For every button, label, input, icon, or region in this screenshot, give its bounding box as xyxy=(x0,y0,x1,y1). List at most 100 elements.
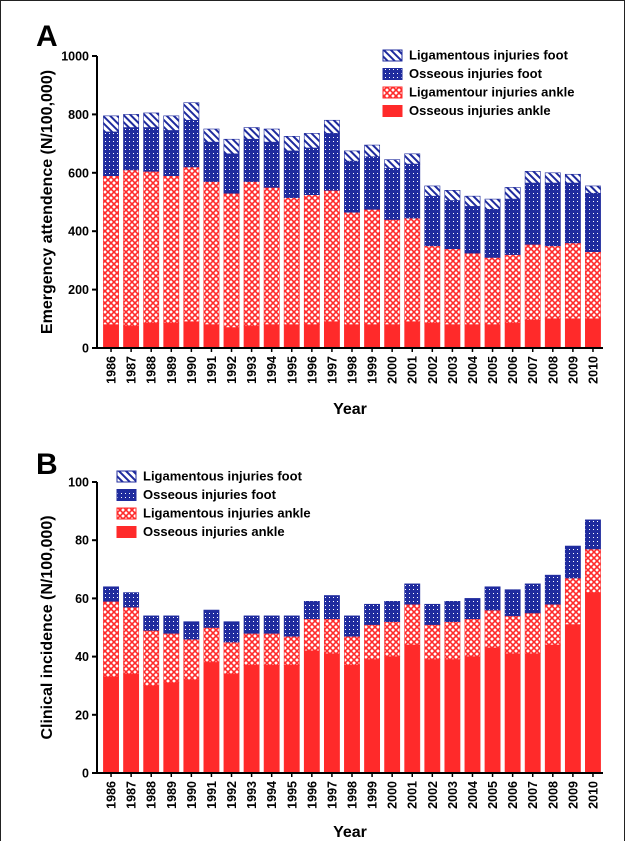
x-tick-label: 1998 xyxy=(346,781,360,809)
x-tick-label: 2010 xyxy=(586,781,600,809)
bar-ligamentous-foot-2003 xyxy=(444,190,461,201)
y-axis-title: Clinical incidence (N/100,000) xyxy=(39,515,56,739)
bar-osseous-ankle-1999 xyxy=(364,324,381,349)
bar-ligamentous-foot-1998 xyxy=(344,150,360,162)
legend-label-osseous-ankle: Osseous injuries ankle xyxy=(409,103,551,118)
x-tick-label: 2002 xyxy=(426,356,440,384)
legend-label-ligamentous-ankle: Ligamentous injuries ankle xyxy=(143,506,311,521)
y-tick-label: 0 xyxy=(82,767,89,781)
bar-osseous-ankle-1990 xyxy=(183,321,200,349)
bar-osseous-ankle-1995 xyxy=(283,665,300,774)
bar-osseous-ankle-1990 xyxy=(183,679,200,774)
bar-osseous-foot-1991 xyxy=(203,141,220,182)
bar-osseous-ankle-2007 xyxy=(524,653,541,774)
bar-ligamentous-ankle-1992 xyxy=(223,641,240,675)
bar-ligamentous-foot-2008 xyxy=(544,172,561,184)
bar-osseous-foot-2004 xyxy=(464,206,481,254)
bar-ligamentous-ankle-2009 xyxy=(564,242,581,320)
bar-ligamentous-ankle-2006 xyxy=(504,254,521,324)
bar-ligamentous-ankle-2010 xyxy=(585,548,601,593)
x-tick-label: 1986 xyxy=(105,356,119,384)
bar-osseous-ankle-1988 xyxy=(143,322,160,349)
bar-ligamentous-foot-2009 xyxy=(564,173,581,184)
x-tick-label: 2010 xyxy=(586,356,600,384)
y-tick-label: 1000 xyxy=(61,50,89,64)
bar-osseous-ankle-1993 xyxy=(243,325,260,349)
bar-ligamentous-ankle-1988 xyxy=(143,171,160,324)
bar-osseous-foot-2004 xyxy=(464,598,481,620)
x-tick-label: 2004 xyxy=(466,356,480,384)
bar-ligamentous-foot-2006 xyxy=(504,187,521,200)
bar-osseous-foot-2001 xyxy=(404,583,421,605)
bar-osseous-ankle-2003 xyxy=(444,324,461,349)
bar-ligamentous-ankle-2001 xyxy=(404,603,421,646)
x-tick-label: 2008 xyxy=(546,356,560,384)
bar-ligamentous-foot-1994 xyxy=(263,128,280,143)
bar-osseous-foot-2009 xyxy=(564,182,581,244)
x-tick-label: 1987 xyxy=(125,356,139,384)
legend: Ligamentous injuries foot Osseous injurie… xyxy=(116,469,311,539)
bar-ligamentous-ankle-1991 xyxy=(203,181,220,325)
legend-swatch-ligamentous-ankle xyxy=(116,507,137,520)
x-tick-label: 2003 xyxy=(446,781,460,809)
legend-label-ligamentous-foot: Ligamentous injuries foot xyxy=(409,48,569,63)
bar-osseous-foot-2006 xyxy=(504,589,521,617)
bar-ligamentous-ankle-1986 xyxy=(103,601,119,678)
y-tick-label: 80 xyxy=(75,534,89,548)
bar-osseous-foot-2003 xyxy=(444,601,461,622)
bar-osseous-ankle-2003 xyxy=(444,659,461,774)
x-tick-label: 1992 xyxy=(225,356,239,384)
legend-label-osseous-foot: Osseous injuries foot xyxy=(409,66,543,81)
bar-ligamentous-ankle-1998 xyxy=(344,211,360,325)
x-tick-label: 1999 xyxy=(366,356,380,384)
x-axis-title: Year xyxy=(333,401,367,418)
bar-osseous-foot-2009 xyxy=(564,545,581,579)
bar-osseous-foot-2002 xyxy=(424,195,441,247)
bar-osseous-ankle-2001 xyxy=(404,644,421,774)
x-tick-label: 2009 xyxy=(566,781,580,809)
x-tick-label: 2004 xyxy=(466,781,480,809)
x-tick-label: 2000 xyxy=(386,356,400,384)
panel-letter-a: A xyxy=(36,20,58,53)
x-tick-label: 1991 xyxy=(205,781,219,809)
x-tick-label: 1990 xyxy=(185,781,199,809)
bar-osseous-ankle-1997 xyxy=(323,321,340,349)
bar-osseous-foot-1986 xyxy=(103,131,119,177)
bar-osseous-ankle-2004 xyxy=(464,324,481,349)
bar-ligamentous-ankle-1997 xyxy=(323,190,340,323)
x-tick-label: 1997 xyxy=(325,356,339,384)
bar-osseous-foot-1994 xyxy=(263,615,280,634)
bar-osseous-foot-2002 xyxy=(424,603,441,625)
x-tick-label: 1987 xyxy=(125,781,139,809)
bar-osseous-foot-1999 xyxy=(364,156,381,210)
legend-label-ligamentous-ankle: Ligamentour injuries ankle xyxy=(409,85,574,100)
bar-osseous-ankle-2010 xyxy=(585,318,601,349)
y-tick-label: 100 xyxy=(68,476,89,490)
bar-osseous-foot-1988 xyxy=(143,615,160,631)
bar-osseous-foot-1995 xyxy=(283,150,300,198)
bar-osseous-ankle-2006 xyxy=(504,322,521,349)
bar-ligamentous-foot-1988 xyxy=(143,112,160,128)
bar-osseous-foot-1996 xyxy=(303,601,320,620)
bar-ligamentous-ankle-2003 xyxy=(444,621,461,660)
bar-ligamentous-ankle-2006 xyxy=(504,615,521,654)
bar-osseous-ankle-2008 xyxy=(544,644,561,774)
bar-ligamentous-ankle-1992 xyxy=(223,192,240,328)
bar-ligamentous-ankle-1990 xyxy=(183,166,200,323)
x-tick-label: 1992 xyxy=(225,781,239,809)
bar-osseous-ankle-1996 xyxy=(303,324,320,349)
bar-ligamentous-ankle-2010 xyxy=(585,251,601,320)
panel-a-chart: A 0 200 400 600 800 1000 1986 1987 1988 1989 1990 19… xyxy=(36,20,603,418)
x-tick-label: 2007 xyxy=(526,356,540,384)
legend-swatch-osseous-ankle xyxy=(116,526,137,538)
x-tick-label: 2009 xyxy=(566,356,580,384)
bar-ligamentous-ankle-2005 xyxy=(484,257,501,325)
legend: Ligamentous injuries foot Osseous injurie… xyxy=(382,48,574,118)
bar-osseous-ankle-1987 xyxy=(123,325,140,349)
bar-osseous-ankle-1992 xyxy=(223,673,240,774)
x-tick-label: 2007 xyxy=(526,781,540,809)
bar-ligamentous-ankle-1996 xyxy=(303,618,320,652)
bar-osseous-foot-2001 xyxy=(404,163,421,219)
bar-osseous-foot-1998 xyxy=(344,615,360,637)
bar-osseous-ankle-2009 xyxy=(564,318,581,349)
